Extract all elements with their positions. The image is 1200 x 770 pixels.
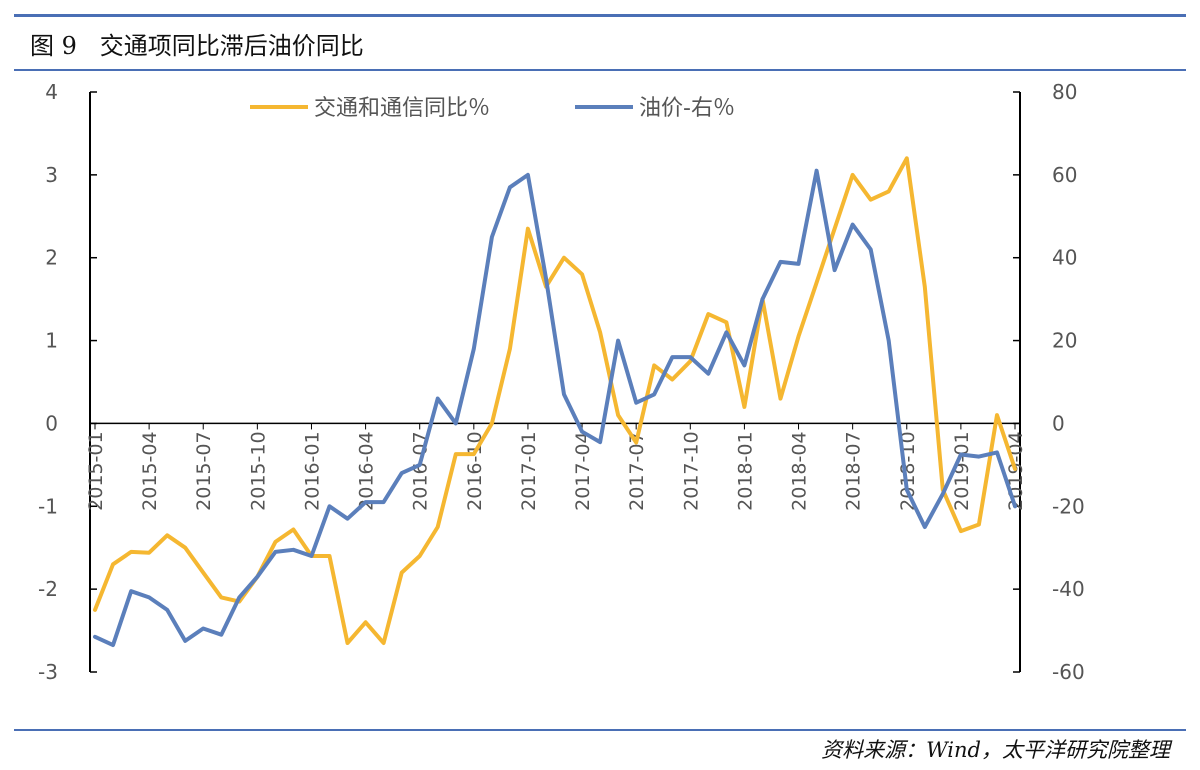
x-axis-tick-label: 2019-01 [951,431,973,510]
left-axis-tick-label: 0 [45,411,58,435]
bottom-rule [14,729,1186,731]
left-axis-tick-label: 1 [45,329,58,353]
x-axis-tick-label: 2016-07 [410,431,432,510]
x-axis-tick-label: 2016-10 [464,431,486,510]
legend-item-transport-label: 交通和通信同比％ [314,96,490,121]
right-axis-tick-label: 60 [1052,163,1077,187]
right-axis-tick-label: 20 [1052,329,1077,353]
x-axis-tick-label: 2015-04 [139,431,161,510]
series-line-oil-price [93,168,1017,648]
figure-title: 图 9 交通项同比滞后油价同比 [30,32,364,60]
series-line-transport [93,156,1017,645]
left-axis-tick-label: -1 [38,494,58,518]
x-axis-tick-label: 2017-01 [518,431,540,510]
right-axis-tick-label: -20 [1052,494,1085,518]
x-axis-tick-label: 2015-01 [85,431,107,510]
x-axis-tick-label: 2018-07 [843,431,865,510]
left-axis-tick-label: -3 [38,660,58,684]
x-axis-tick-label: 2018-04 [789,431,811,510]
x-axis-tick-label: 2018-01 [734,431,756,510]
top-rule [14,14,1186,17]
left-axis-tick-label: 3 [45,163,58,187]
right-axis-tick-label: 0 [1052,411,1065,435]
source-note: 资料来源：Wind，太平洋研究院整理 [821,738,1170,762]
line-chart: -3 -2 -1 0 1 2 3 4 -60 -40 -20 0 20 40 60 80 2015-01 2015… [38,80,1085,684]
right-axis-tick-label: -40 [1052,577,1085,601]
x-axis-tick-label: 2017-07 [626,431,648,510]
x-axis-tick-label: 2017-10 [680,431,702,510]
legend-item-oil-price-label: 油价-右％ [639,96,735,121]
left-axis-tick-label: 2 [45,246,58,270]
right-axis-tick-label: 40 [1052,246,1077,270]
left-axis-tick-label: -2 [38,577,58,601]
x-axis-tick-label: 2016-01 [301,431,323,510]
right-axis-tick-label: 80 [1052,80,1077,104]
x-axis-tick-label: 2015-07 [193,431,215,510]
x-axis-tick-label: 2015-10 [247,431,269,510]
left-axis-tick-label: 4 [45,80,58,104]
right-axis-tick-label: -60 [1052,660,1085,684]
x-axis-tick-label: 2016-04 [356,431,378,510]
x-axis-tick-label: 2017-04 [572,431,594,510]
title-rule [14,69,1186,71]
